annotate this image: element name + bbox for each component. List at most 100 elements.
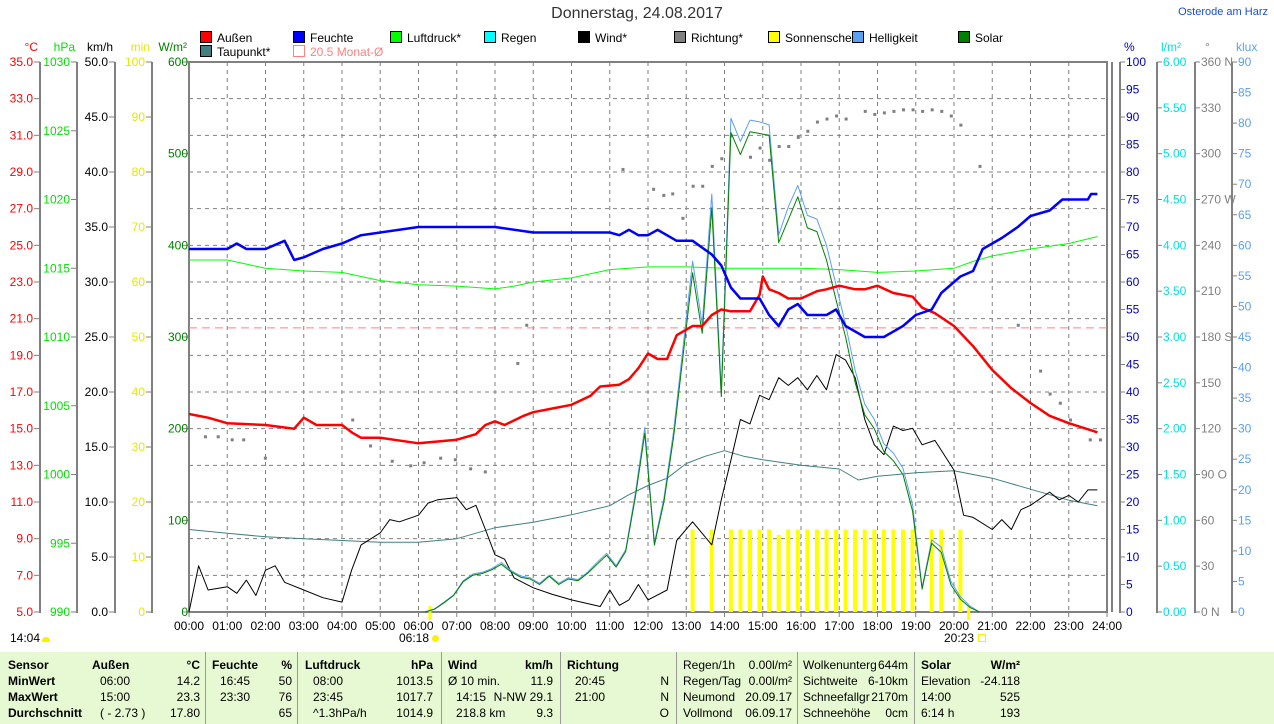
- x-tick-label: 22:00: [1015, 619, 1045, 633]
- stats-label: 23:30: [220, 690, 251, 704]
- axis-tick-label-temp: 19.0: [10, 348, 34, 362]
- series-line-außen: [188, 275, 1098, 445]
- axis-tick-label-hum: 15: [1126, 523, 1140, 537]
- axis-tick-label-wind: 15.0: [85, 440, 109, 454]
- axis-unit-dir: °: [1205, 40, 1210, 54]
- direction-point: [863, 109, 867, 113]
- stats-value: 644m: [877, 658, 908, 672]
- stats-value: 1013.5: [396, 674, 433, 688]
- sunset-label: 20:23: [944, 631, 975, 645]
- stats-value: 2170m: [871, 690, 908, 704]
- stats-value: 06.09.17: [745, 706, 792, 720]
- direction-point: [369, 444, 373, 448]
- axis-tick-label-hum: 95: [1126, 83, 1140, 97]
- direction-point: [671, 192, 675, 196]
- x-tick-label: 03:00: [289, 619, 319, 633]
- axis-tick-label-press: 1025: [43, 124, 70, 138]
- stats-value: 65: [278, 706, 292, 720]
- stats-value: O: [659, 706, 669, 720]
- axis-tick-label-temp: 17.0: [10, 385, 34, 399]
- column-separator: [441, 652, 442, 724]
- moon-time: 14:04: [10, 631, 51, 645]
- axis-tick-label-hum: 80: [1126, 165, 1140, 179]
- stats-header-unit: W/m²: [990, 658, 1020, 672]
- legend-swatch: [200, 45, 212, 57]
- axis-tick-label-rain: 2.00: [1163, 422, 1187, 436]
- direction-point: [720, 157, 724, 161]
- x-tick-label: 04:00: [327, 619, 357, 633]
- direction-point: [422, 461, 426, 465]
- axis-tick-label-sunmin: 70: [132, 220, 146, 234]
- sunshine-bar: [881, 529, 886, 612]
- column-separator: [797, 652, 798, 724]
- axis-tick-label-hum: 65: [1126, 248, 1140, 262]
- axis-tick-label-hum: 75: [1126, 193, 1140, 207]
- stats-value: 11.9: [530, 674, 553, 688]
- axis-tick-label-hum: 45: [1126, 358, 1140, 372]
- sunset: 20:23: [944, 631, 987, 645]
- sunshine-bar: [891, 529, 896, 612]
- axis-tick-label-klux: 10: [1238, 544, 1252, 558]
- axis-tick-label-sunmin: 90: [132, 110, 146, 124]
- direction-point: [873, 112, 877, 116]
- direction-point: [729, 134, 733, 138]
- sunrise-label: 06:18: [399, 631, 430, 645]
- weather-chart: 35.0 33.0 31.0 29.0 27.0 25.0 23.0 21.0 19.0 17.0…: [10, 55, 1252, 633]
- direction-point: [787, 145, 791, 149]
- axis-tick-label-rain: 0.00: [1163, 605, 1187, 619]
- legend-swatch: [484, 31, 496, 43]
- legend-label: Solar: [975, 31, 1004, 45]
- statistics-panel: Sensor MinWert MaxWert Durchschnitt Außen °C 0…: [0, 652, 1274, 724]
- location-label: Osterode am Harz: [1178, 6, 1268, 18]
- legend-label: Richtung*: [691, 31, 744, 45]
- stats-value: 0.00l/m²: [748, 658, 792, 672]
- x-tick-label: 12:00: [633, 619, 663, 633]
- axis-tick-label-rain: 1.00: [1163, 513, 1187, 527]
- sunshine-bar: [690, 529, 695, 612]
- stats-value: 14.2: [176, 674, 200, 688]
- direction-point: [621, 167, 625, 171]
- stats-label: 21:00: [575, 690, 606, 704]
- stats-label: 23:45: [313, 690, 344, 704]
- axis-unit-temp: °C: [24, 40, 38, 54]
- legend-swatch: [293, 31, 305, 43]
- sunshine-bar: [958, 529, 963, 612]
- direction-point: [959, 123, 963, 127]
- stats-label: Neumond: [683, 690, 736, 704]
- axis-tick-label-press: 1015: [43, 261, 70, 275]
- series-line-helligkeit: [424, 117, 980, 613]
- direction-point: [483, 470, 487, 474]
- axis-tick-label-hum: 20: [1126, 495, 1140, 509]
- legend-label: Außen: [217, 31, 253, 45]
- axis-tick-label-dir: 90 O: [1201, 468, 1227, 482]
- axis-tick-label-hum: 10: [1126, 550, 1140, 564]
- axis-tick-label-klux: 0: [1238, 605, 1245, 619]
- axis-tick-label-solar: 200: [168, 422, 188, 436]
- axis-tick-label-klux: 35: [1238, 391, 1252, 405]
- axis-tick-label-dir: 120: [1201, 422, 1221, 436]
- axis-tick-label-hum: 90: [1126, 110, 1140, 124]
- stats-label: Sichtweite: [803, 674, 858, 688]
- stats-label: 06:00: [100, 674, 131, 688]
- stats-value: 9.3: [536, 706, 553, 720]
- sunshine-bar: [748, 529, 752, 612]
- axis-tick-label-press: 1005: [43, 399, 70, 413]
- axis-tick-label-klux: 70: [1238, 177, 1252, 191]
- stats-value: 50: [278, 674, 292, 688]
- axis-tick-label-hum: 85: [1126, 138, 1140, 152]
- legend-item: Feuchte: [293, 31, 353, 45]
- stats-label: Regen/Tag: [683, 674, 742, 688]
- axis-tick-label-press: 1030: [43, 55, 70, 69]
- stats-value: 6-10km: [867, 674, 908, 688]
- x-tick-label: 08:00: [480, 619, 510, 633]
- axis-unit-hum: %: [1124, 40, 1135, 54]
- axis-tick-label-klux: 25: [1238, 452, 1252, 466]
- axis-unit-klux: klux: [1236, 40, 1258, 54]
- x-tick-label: 19:00: [901, 619, 931, 633]
- series-line-solar: [424, 131, 980, 613]
- axis-tick-label-sunmin: 40: [132, 385, 146, 399]
- axis-tick-label-temp: 13.0: [10, 458, 34, 472]
- x-tick-label: 01:00: [212, 619, 242, 633]
- axis-tick-label-press: 1000: [43, 468, 70, 482]
- column-separator: [297, 652, 298, 724]
